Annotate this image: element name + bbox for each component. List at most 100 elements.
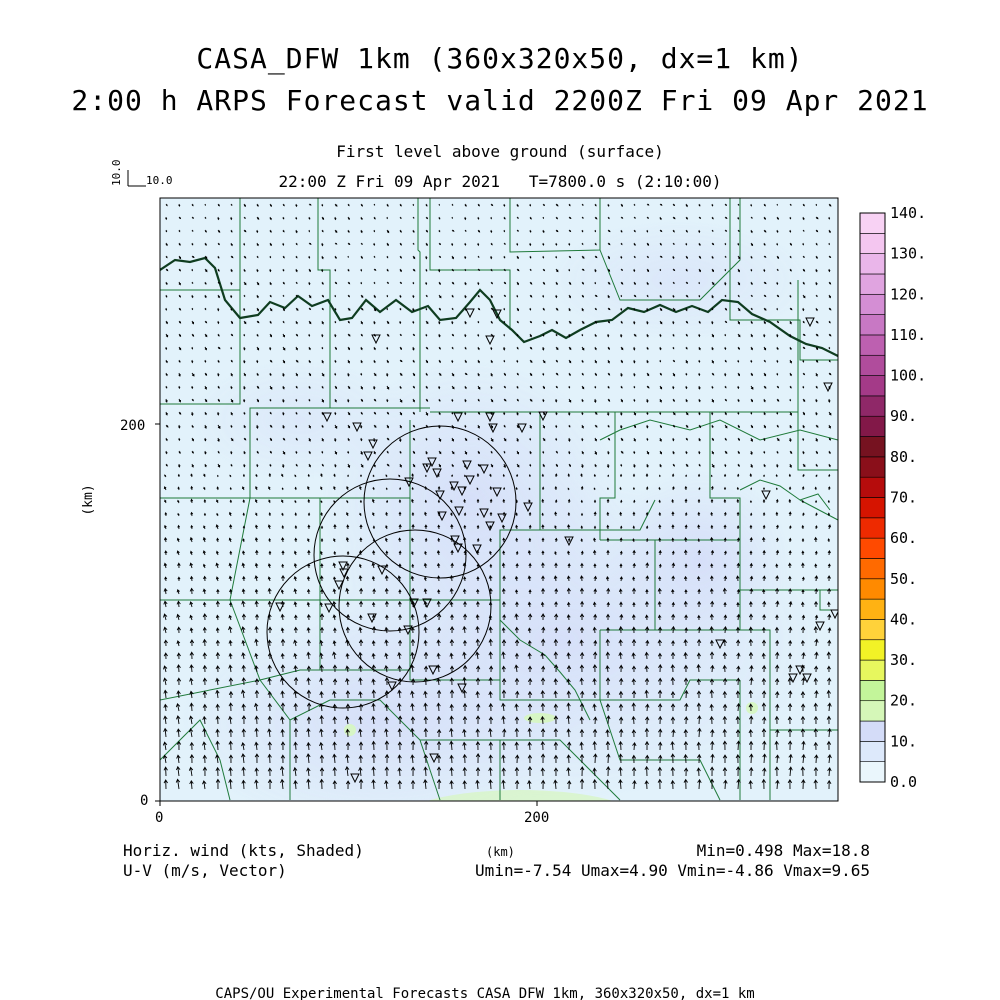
wind-vector [345,638,350,647]
wind-vector [581,255,585,259]
wind-vector [659,411,662,416]
colorbar-label: 140. [890,204,926,222]
wind-vector [384,779,389,790]
wind-vector [204,359,207,363]
wind-vector [541,486,545,491]
wind-vector [464,359,467,364]
wind-vector [528,524,532,530]
wind-vector [776,229,779,234]
wind-vector [202,563,206,569]
station-marker [427,457,437,468]
wind-vector [295,398,298,402]
wind-vector [646,359,649,364]
wind-vector [698,463,701,467]
wind-vector [646,294,649,298]
wind-vector [412,307,415,312]
wind-vector [373,268,377,271]
wind-vector [567,626,572,634]
wind-vector [229,474,232,478]
wind-vector [241,588,246,595]
wind-vector [423,766,428,777]
wind-vector [516,333,519,337]
wind-vector [763,268,766,273]
station-marker [788,673,798,684]
wind-vector [165,411,168,416]
wind-vector [685,320,689,324]
wind-vector [334,450,338,455]
wind-vector [412,203,415,207]
station-marker [517,423,527,434]
wind-vector [347,398,350,403]
wind-vector [282,398,285,403]
wind-vector [399,463,402,468]
wind-vector [438,424,441,429]
wind-vector [217,268,220,272]
wind-vector [307,524,311,530]
wind-vector [581,346,585,351]
wind-vector [762,524,766,530]
colorbar-label: 50. [890,570,917,588]
wind-vector [633,203,636,207]
wind-vector [579,753,585,763]
wind-vector [750,450,753,456]
wind-vector [554,562,558,568]
wind-vector [436,715,442,725]
wind-vector [203,499,207,504]
wind-vector [267,664,272,673]
wind-vector [566,587,571,595]
wind-vector [228,754,234,764]
wind-vector [684,689,689,699]
wind-vector [646,463,649,468]
wind-vector [579,677,584,686]
wind-vector [243,268,246,273]
wind-vector [672,281,675,285]
wind-vector [477,346,480,351]
wind-vector [593,716,598,725]
wind-vector [334,281,338,285]
wind-vector [542,229,545,234]
wind-vector [243,463,246,468]
wind-vector [581,216,584,219]
wind-vector [191,242,194,246]
wind-vector [358,766,363,777]
wind-vector [789,242,792,246]
wind-vector [658,499,661,504]
wind-vector [554,537,558,543]
wind-vector [386,499,389,504]
wind-vector [607,268,611,272]
wind-vector [321,307,324,311]
station-marker [454,506,464,517]
wind-vector [282,359,286,364]
wind-vector [202,652,207,660]
wind-vector [631,702,636,712]
wind-vector [813,677,818,686]
wind-vector [189,550,193,556]
wind-vector [385,525,388,530]
colorbar-label: 70. [890,489,917,507]
wind-vector [385,474,388,478]
wind-vector [607,229,611,233]
wind-vector [463,512,467,517]
wind-vector [268,550,272,556]
wind-vector [217,281,221,285]
wind-vector [165,385,168,389]
wind-vector [464,398,467,403]
wind-vector [254,678,260,686]
wind-vector [202,754,207,764]
wind-vector [827,512,831,517]
wind-vector [516,359,519,363]
colorbar-label: 20. [890,692,917,710]
wind-vector [215,600,220,608]
wind-vector [724,437,727,441]
wind-vector [696,638,702,647]
wind-vector [306,576,311,582]
wind-vector [279,765,285,777]
wind-vector [424,740,429,751]
wind-vector [308,359,311,364]
wind-vector [580,485,584,491]
wind-vector [449,754,454,764]
station-marker [485,412,495,423]
wind-vector [800,691,806,699]
wind-vector [711,411,714,416]
wind-vector [177,463,181,468]
